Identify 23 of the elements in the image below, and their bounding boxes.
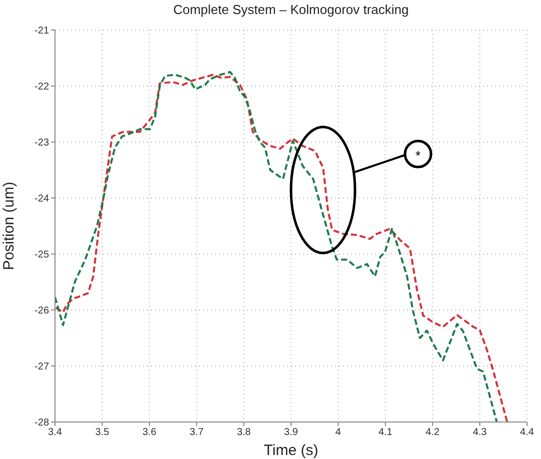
x-tick-label: 4.2 — [426, 427, 440, 438]
y-tick-label: -25 — [34, 250, 50, 261]
y-tick-label: -22 — [34, 82, 50, 93]
x-tick-label: 3.6 — [142, 427, 157, 438]
x-tick-label: 3.8 — [236, 427, 252, 438]
x-tick-label: 4 — [335, 427, 342, 438]
y-tick-label: -24 — [34, 194, 50, 205]
chart-title: Complete System – Kolmogorov tracking — [173, 2, 409, 17]
x-tick-label: 3.7 — [190, 427, 204, 438]
y-tick-label: -27 — [34, 362, 50, 373]
x-tick-label: 3.9 — [284, 427, 298, 438]
x-tick-label: 3.5 — [95, 427, 110, 438]
x-tick-label: 4.1 — [378, 427, 393, 438]
y-tick-label: -26 — [34, 306, 50, 317]
x-tick-label: 3.4 — [48, 427, 62, 438]
annotation: * — [415, 148, 421, 163]
x-tick-label: 4.3 — [472, 427, 488, 438]
x-axis-title: Time (s) — [264, 442, 318, 459]
y-tick-label: -28 — [34, 418, 50, 429]
y-tick-label: -23 — [34, 138, 50, 149]
x-tick-label: 4.4 — [520, 427, 534, 438]
y-tick-label: -21 — [34, 26, 50, 37]
y-axis-title: Position (um) — [0, 182, 18, 270]
